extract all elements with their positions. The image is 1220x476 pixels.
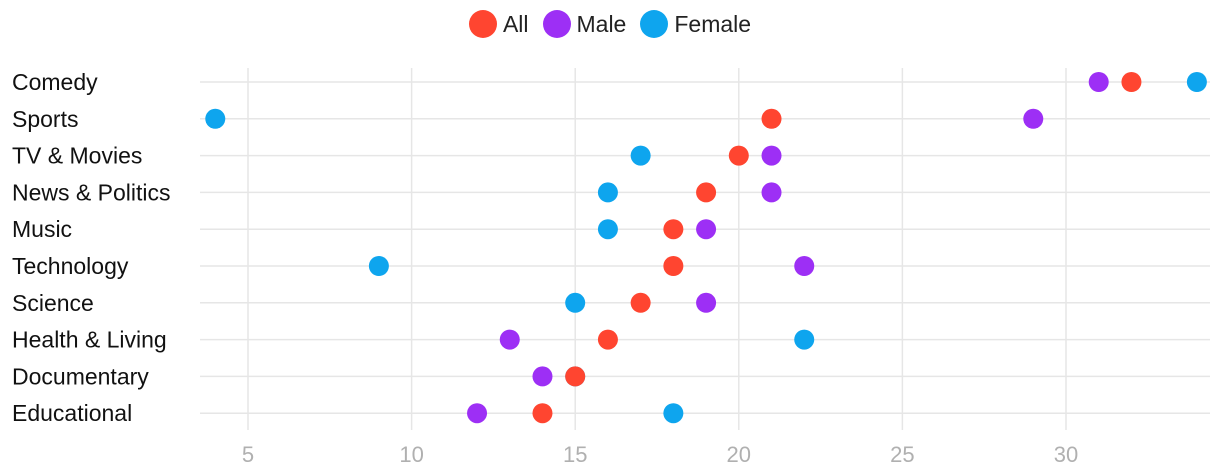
data-point-all[interactable] [761, 108, 782, 129]
data-point-male[interactable] [761, 145, 782, 166]
data-point-all[interactable] [663, 219, 684, 240]
data-point-female[interactable] [597, 182, 618, 203]
grid-layer [200, 68, 1210, 430]
data-point-female[interactable] [663, 403, 684, 424]
category-label: TV & Movies [12, 143, 142, 169]
data-point-male[interactable] [696, 292, 717, 313]
data-point-all[interactable] [696, 182, 717, 203]
data-point-female[interactable] [597, 219, 618, 240]
data-point-all[interactable] [1121, 72, 1142, 92]
chart-legend: All Male Female [0, 10, 1220, 38]
data-point-female[interactable] [565, 292, 586, 313]
data-point-all[interactable] [597, 329, 618, 350]
data-point-male[interactable] [499, 329, 520, 350]
legend-label-female: Female [674, 10, 752, 37]
x-tick-label-25: 25 [890, 442, 914, 467]
legend-label-male: Male [576, 10, 627, 37]
category-label: Documentary [12, 363, 149, 389]
x-tick-label-5: 5 [242, 442, 254, 467]
data-point-male[interactable] [761, 182, 782, 203]
category-label: Sports [12, 106, 78, 132]
data-point-female[interactable] [368, 256, 389, 276]
data-point-female[interactable] [1186, 72, 1207, 92]
data-point-all[interactable] [663, 256, 684, 276]
data-point-all[interactable] [728, 145, 749, 166]
data-point-all[interactable] [565, 366, 586, 387]
category-label: Educational [12, 400, 132, 426]
category-label: Music [12, 216, 72, 242]
data-points [205, 72, 1207, 424]
legend-swatch-female [640, 10, 669, 38]
category-label: Comedy [12, 69, 98, 95]
legend-item-male[interactable]: Male [542, 10, 627, 38]
legend-item-all[interactable]: All [468, 10, 529, 38]
data-point-male[interactable] [794, 256, 815, 276]
x-tick-label-10: 10 [399, 442, 423, 467]
data-point-male[interactable] [1023, 108, 1044, 129]
x-tick-label-20: 20 [727, 442, 751, 467]
data-point-male[interactable] [532, 366, 553, 387]
legend-swatch-male [542, 10, 571, 38]
x-tick-label-15: 15 [563, 442, 587, 467]
data-point-all[interactable] [630, 292, 651, 313]
category-label: Science [12, 290, 94, 316]
data-point-male[interactable] [696, 219, 717, 240]
data-point-male[interactable] [1088, 72, 1109, 92]
legend-item-female[interactable]: Female [640, 10, 751, 38]
legend-swatch-all [468, 10, 497, 38]
x-tick-label-30: 30 [1054, 442, 1078, 467]
data-point-female[interactable] [794, 329, 815, 350]
legend-label-all: All [502, 10, 529, 37]
category-labels: Comedy Sports TV & Movies News & Politics Mu… [12, 69, 170, 426]
x-axis-ticks: 5 10 15 20 25 30 [242, 442, 1078, 467]
data-point-female[interactable] [205, 108, 226, 129]
data-point-all[interactable] [532, 403, 553, 424]
data-point-female[interactable] [630, 145, 651, 166]
category-label: Health & Living [12, 327, 167, 353]
category-label: News & Politics [12, 179, 170, 205]
data-point-male[interactable] [467, 403, 488, 424]
category-label: Technology [12, 253, 129, 279]
